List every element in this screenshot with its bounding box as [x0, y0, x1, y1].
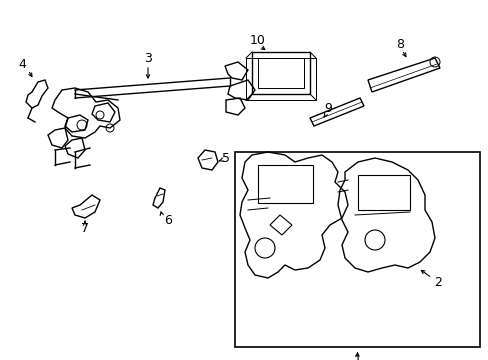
Text: 5: 5	[222, 152, 229, 165]
Text: 3: 3	[144, 51, 152, 64]
Bar	[357, 175, 409, 210]
Text: 2: 2	[433, 275, 441, 288]
Text: 9: 9	[324, 102, 331, 114]
Bar	[245, 58, 315, 100]
Text: 10: 10	[249, 33, 265, 46]
Text: 8: 8	[395, 37, 403, 50]
Text: 4: 4	[18, 58, 26, 71]
Text: 7: 7	[81, 221, 89, 234]
Bar	[235, 152, 479, 347]
Text: 1: 1	[353, 355, 361, 360]
Bar	[258, 58, 304, 88]
Bar	[251, 52, 309, 94]
Text: 6: 6	[164, 213, 172, 226]
Bar	[258, 165, 312, 203]
